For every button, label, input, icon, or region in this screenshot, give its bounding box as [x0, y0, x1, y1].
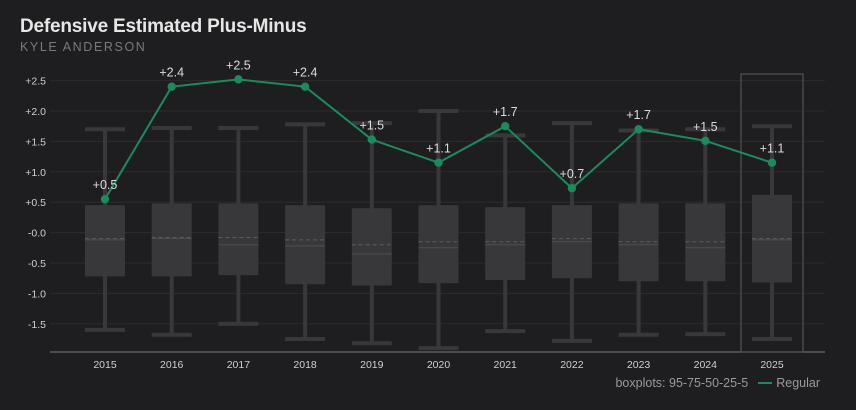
- chart-footer: boxplots: 95-75-50-25-5 Regular: [615, 376, 820, 390]
- boxplot-box: [685, 203, 726, 282]
- data-label: +1.7: [493, 105, 518, 119]
- y-tick-label: -0.5: [28, 258, 46, 270]
- data-point: [701, 136, 710, 145]
- data-point: [167, 82, 176, 91]
- boxplot-box: [151, 203, 192, 277]
- data-point: [634, 125, 643, 134]
- boxplot-box: [351, 208, 392, 286]
- data-label: +0.5: [93, 178, 118, 192]
- legend-label-regular: Regular: [776, 376, 820, 390]
- chart-subtitle: KYLE ANDERSON: [20, 40, 147, 54]
- data-point: [501, 122, 510, 131]
- y-tick-label: -0.0: [28, 228, 46, 240]
- highlight-frame: [740, 73, 804, 353]
- data-label: +0.7: [560, 167, 585, 181]
- boxplot-box: [85, 205, 125, 277]
- legend: Regular: [758, 376, 820, 390]
- x-tick-label: 2017: [227, 359, 251, 371]
- boxplot-box: [218, 203, 259, 276]
- data-label: +1.7: [626, 108, 651, 122]
- data-label: +1.1: [426, 142, 451, 156]
- data-point: [100, 194, 110, 204]
- data-label: +1.5: [359, 119, 384, 133]
- y-tick-label: +2.0: [25, 106, 46, 118]
- x-tick-label: 2021: [494, 359, 518, 371]
- x-tick-label: 2019: [360, 359, 384, 371]
- chart-title: Defensive Estimated Plus-Minus: [20, 16, 307, 37]
- y-tick-label: -1.0: [28, 288, 46, 300]
- data-point: [300, 82, 310, 91]
- y-tick-label: +1.5: [25, 136, 46, 148]
- data-point: [234, 75, 243, 84]
- data-point: [367, 135, 376, 144]
- data-point: [567, 184, 577, 193]
- boxplot-note: boxplots: 95-75-50-25-5: [615, 376, 749, 390]
- data-point: [767, 158, 777, 167]
- data-label: +2.5: [226, 58, 251, 72]
- data-point: [434, 158, 443, 167]
- x-tick-label: 2022: [560, 359, 584, 371]
- x-tick-label: 2018: [293, 359, 317, 371]
- x-tick-label: 2020: [427, 359, 451, 371]
- x-tick-label: 2025: [760, 359, 784, 371]
- data-label: +2.4: [159, 66, 184, 80]
- x-tick-label: 2023: [627, 359, 651, 371]
- y-tick-label: -1.5: [28, 319, 46, 331]
- x-tick-label: 2024: [694, 359, 718, 371]
- x-tick-label: 2016: [160, 359, 184, 371]
- boxplot-box: [752, 194, 792, 283]
- boxplot-box: [418, 205, 459, 284]
- y-tick-label: +0.5: [25, 197, 46, 209]
- x-tick-label: 2015: [93, 359, 117, 371]
- legend-swatch-regular: [758, 382, 773, 384]
- y-tick-label: +1.0: [25, 167, 46, 179]
- y-tick-label: +2.5: [25, 76, 46, 88]
- data-label: +1.5: [693, 120, 718, 134]
- data-label: +2.4: [293, 66, 318, 80]
- boxplot-box: [618, 203, 659, 282]
- boxplot-box: [285, 205, 326, 285]
- data-label: +1.1: [760, 142, 785, 156]
- boxplot-box: [485, 207, 526, 281]
